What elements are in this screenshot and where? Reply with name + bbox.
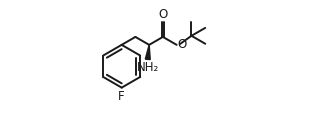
Text: F: F bbox=[118, 90, 125, 103]
Polygon shape bbox=[145, 45, 150, 60]
Text: O: O bbox=[158, 8, 167, 21]
Text: O: O bbox=[177, 38, 186, 51]
Text: NH₂: NH₂ bbox=[137, 61, 159, 74]
